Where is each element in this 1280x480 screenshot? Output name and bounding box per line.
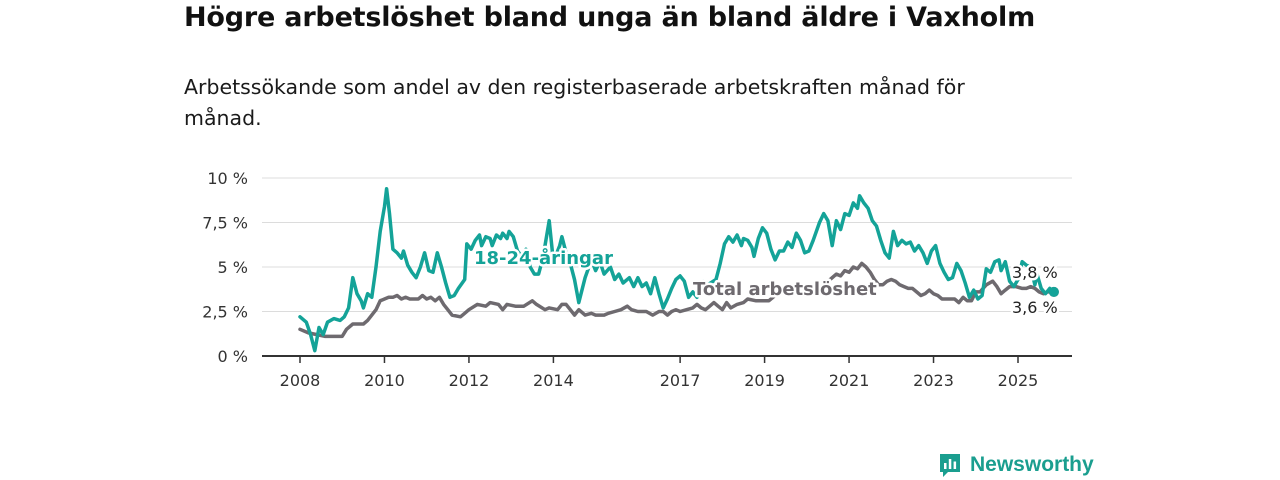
end-value-label-total: 3,6 % <box>1012 298 1058 317</box>
page-title: Högre arbetslöshet bland unga än bland ä… <box>184 2 1035 33</box>
x-tick-label: 2008 <box>280 371 321 390</box>
x-tick-label: 2025 <box>998 371 1039 390</box>
x-tick-label: 2023 <box>913 371 954 390</box>
x-tick-label: 2017 <box>660 371 701 390</box>
series-end-point-youth <box>1048 286 1059 297</box>
x-tick-label: 2014 <box>533 371 574 390</box>
series-label-youth: 18-24-åringar <box>474 247 613 269</box>
brand-name: Newsworthy <box>970 453 1094 476</box>
y-tick-label: 5 % <box>218 258 248 277</box>
x-tick-label: 2019 <box>744 371 785 390</box>
y-tick-label: 10 % <box>207 169 248 188</box>
series-line-youth <box>298 186 1056 353</box>
x-tick-label: 2010 <box>364 371 405 390</box>
end-value-label-youth: 3,8 % <box>1012 263 1058 282</box>
bar-chart-speech-icon <box>940 454 960 477</box>
y-tick-label: 0 % <box>218 347 248 366</box>
series-line-total <box>298 261 1056 339</box>
x-tick-label: 2012 <box>449 371 490 390</box>
page-subtitle: Arbetssökande som andel av den registerb… <box>184 75 965 130</box>
y-tick-label: 7,5 % <box>202 214 248 233</box>
x-tick-label: 2021 <box>829 371 870 390</box>
y-tick-label: 2,5 % <box>202 303 248 322</box>
brand-logo: Newsworthy <box>938 450 1094 480</box>
series-label-total: Total arbetslöshet <box>693 279 877 300</box>
